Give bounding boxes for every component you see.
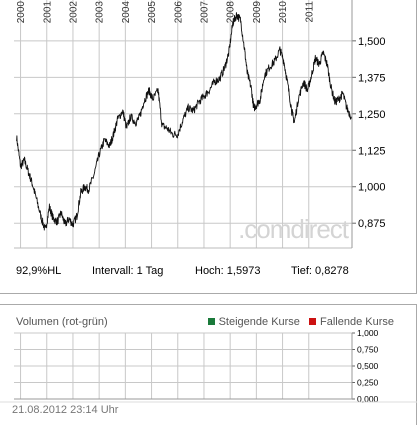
x-tick-label: 2006 [173, 1, 184, 24]
rising-swatch [207, 318, 215, 325]
y-tick-label: 1,250 [358, 109, 386, 121]
volume-chart-panel: 1,000 0,750 0,500 0,250 0,000 Volumen (rot-g… [0, 304, 417, 425]
price-line [16, 12, 352, 231]
stats-row: 92,9%HL Intervall: 1 Tag Hoch: 1,5973 Ti… [0, 262, 417, 282]
x-tick-label: 2003 [95, 1, 106, 24]
x-tick-label: 2004 [121, 1, 132, 24]
x-tick-label: 2008 [226, 1, 237, 24]
price-chart-panel: 2000 2001 2002 2003 2004 2005 2006 2007 2008 2009… [0, 0, 417, 294]
falling-swatch [309, 318, 316, 325]
high-stat: Hoch: 1,5973 [195, 265, 261, 277]
volume-y-tick-label: 0,000 [357, 394, 379, 404]
y-tick-label: 1,500 [358, 36, 386, 48]
volume-y-tick-label: 0,750 [357, 345, 379, 355]
volume-y-tick-label: 0,250 [357, 378, 379, 388]
x-tick-label: 2009 [252, 1, 263, 24]
range-stat: 92,9%HL [16, 265, 62, 277]
volume-legend: Steigende Kurse Fallende Kurse [207, 316, 394, 328]
x-tick-label: 2011 [304, 1, 315, 23]
x-tick-label: 2002 [68, 1, 79, 24]
x-tick-label: 2005 [147, 1, 158, 24]
watermark: .comdirect [238, 214, 350, 244]
volume-chart: 1,000 0,750 0,500 0,250 0,000 [0, 328, 417, 404]
y-tick-label: 1,375 [358, 72, 386, 84]
low-stat: Tief: 0,8278 [291, 265, 349, 277]
y-tick-label: 0,875 [358, 218, 386, 230]
x-tick-label: 2010 [278, 1, 289, 24]
y-tick-label: 1,125 [358, 145, 386, 157]
legend-falling: Fallende Kurse [320, 316, 394, 328]
legend-rising: Steigende Kurse [218, 316, 300, 328]
price-chart: 2000 2001 2002 2003 2004 2005 2006 2007 2008 2009… [14, 0, 386, 249]
x-tick-label: 2001 [42, 1, 53, 24]
timestamp: 21.08.2012 23:14 Uhr [12, 404, 119, 416]
x-tick-label: 2000 [16, 1, 27, 24]
volume-y-tick-label: 1,000 [357, 328, 379, 338]
interval-stat: Intervall: 1 Tag [92, 265, 164, 277]
volume-y-tick-label: 0,500 [357, 361, 379, 371]
y-tick-label: 1,000 [358, 182, 386, 194]
x-tick-label: 2007 [199, 1, 210, 24]
volume-title: Volumen (rot-grün) [16, 316, 108, 328]
